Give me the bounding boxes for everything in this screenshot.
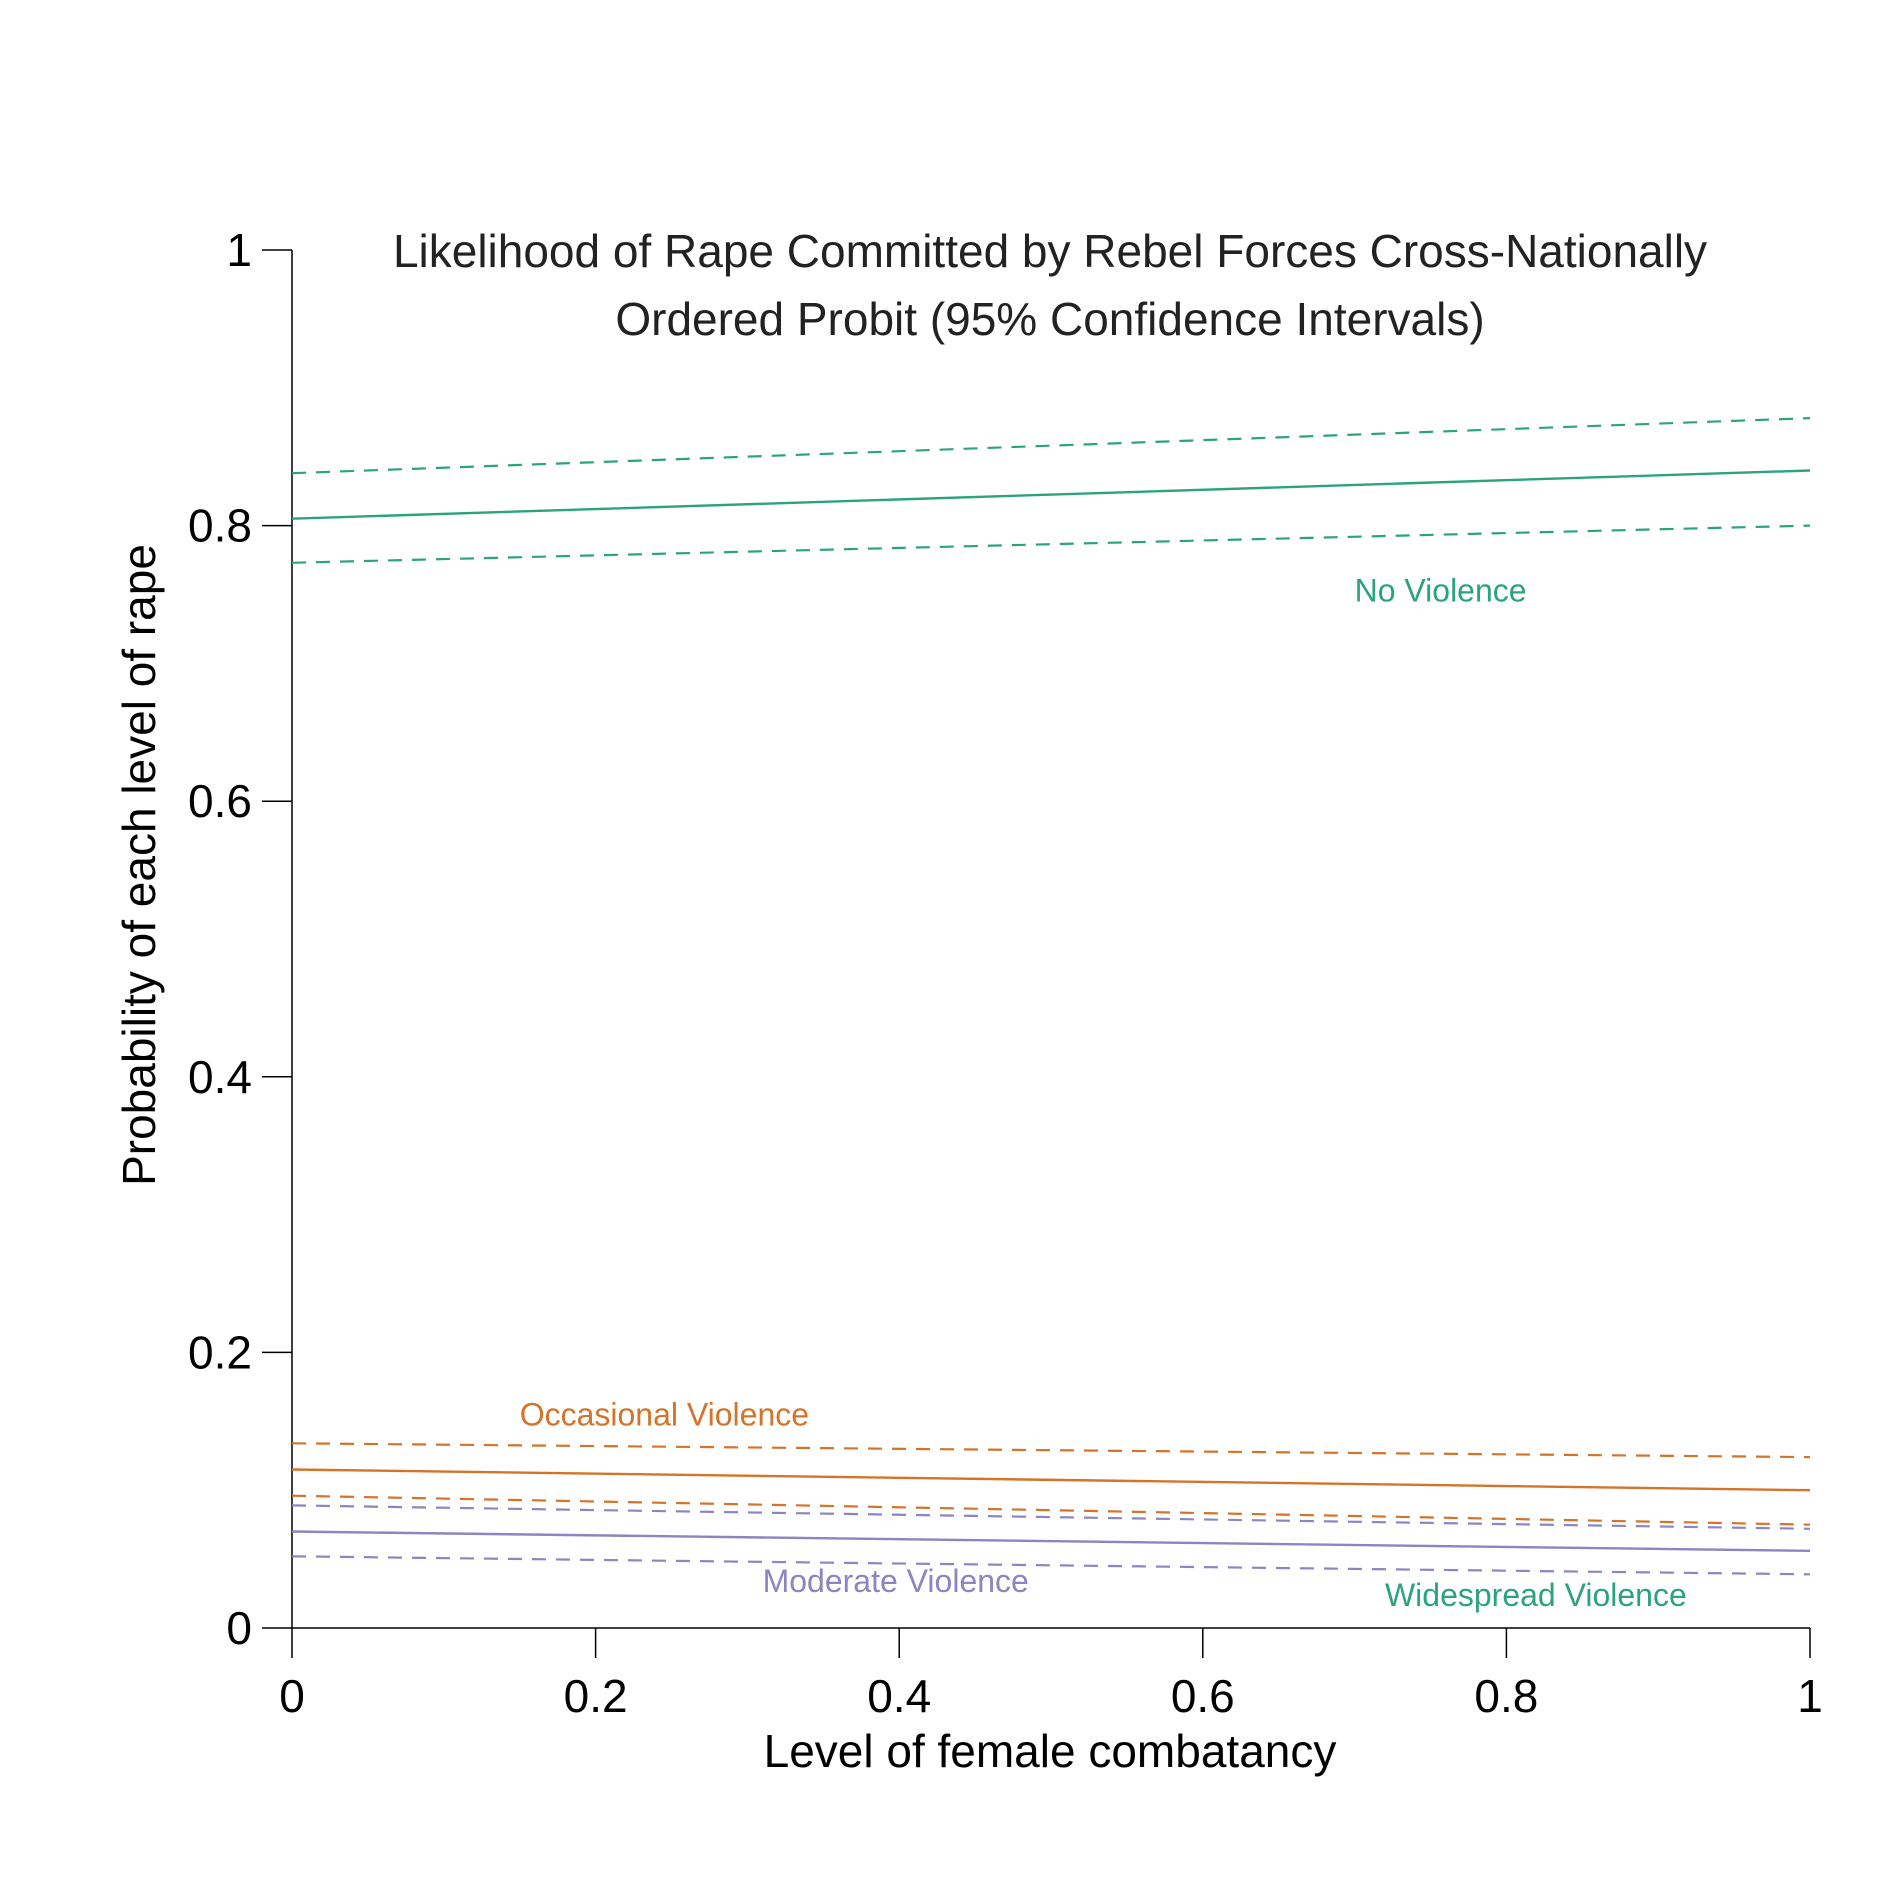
x-tick-label: 0.4 xyxy=(867,1670,931,1722)
series-label-moderate-violence: Moderate Violence xyxy=(763,1563,1029,1599)
x-tick-label: 0.8 xyxy=(1474,1670,1538,1722)
y-tick-label: 0.8 xyxy=(188,500,252,552)
y-tick-label: 0.2 xyxy=(188,1326,252,1378)
x-axis-title: Level of female combatancy xyxy=(764,1725,1337,1777)
y-axis-title: Probability of each level of rape xyxy=(113,544,165,1186)
no-violence-estimate-line xyxy=(291,469,1811,520)
plot-area xyxy=(291,417,1811,1576)
x-tick-label: 1 xyxy=(1797,1670,1823,1722)
moderate-violence-ci-upper-line xyxy=(291,1504,1811,1530)
x-tick-label: 0.6 xyxy=(1171,1670,1235,1722)
occasional-violence-ci-upper-line xyxy=(291,1442,1811,1459)
y-tick-label: 0 xyxy=(226,1602,252,1654)
occasional-violence-ci-lower-line xyxy=(291,1494,1811,1526)
moderate-violence-estimate-line xyxy=(291,1530,1811,1552)
series-labels: No Violence Occasional Violence Moderate V… xyxy=(520,572,1687,1613)
chart-title-line-2: Ordered Probit (95% Confidence Intervals… xyxy=(615,293,1484,345)
no-violence-ci-lower-line xyxy=(291,524,1811,564)
series-label-no-violence: No Violence xyxy=(1355,572,1527,608)
y-tick-label: 0.4 xyxy=(188,1051,252,1103)
occasional-violence-estimate-line xyxy=(291,1468,1811,1492)
no-violence-ci-upper-line xyxy=(291,417,1811,475)
chart-title-line-1: Likelihood of Rape Committed by Rebel Fo… xyxy=(393,225,1707,277)
y-tick-label: 1 xyxy=(226,224,252,276)
series-label-widespread-violence: Widespread Violence xyxy=(1385,1577,1687,1613)
chart-title-group: Likelihood of Rape Committed by Rebel Fo… xyxy=(393,225,1707,345)
axes: 0 0.2 0.4 0.6 0.8 1 0 0.2 0.4 0.6 0.8 1 xyxy=(188,224,1823,1722)
x-tick-label: 0 xyxy=(279,1670,305,1722)
x-tick-label: 0.2 xyxy=(564,1670,628,1722)
series-label-occasional-violence: Occasional Violence xyxy=(520,1396,809,1432)
moderate-violence-ci-lower-line xyxy=(291,1555,1811,1576)
y-tick-label: 0.6 xyxy=(188,775,252,827)
